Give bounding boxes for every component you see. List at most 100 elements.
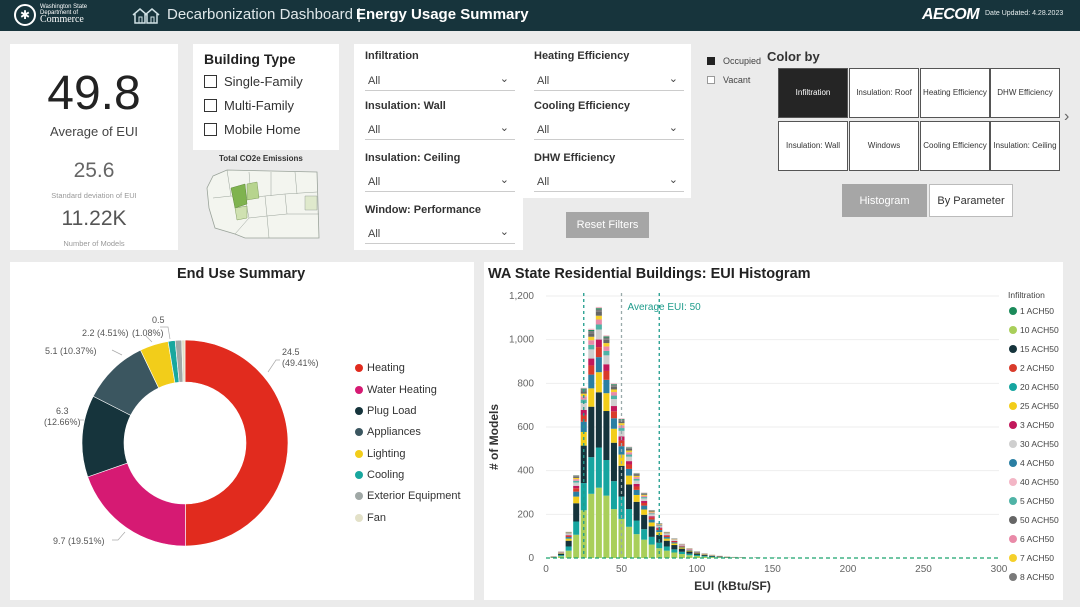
legend-item-fan[interactable]: Fan (355, 512, 386, 524)
histogram-legend-item[interactable]: 5 ACH50 (1009, 496, 1054, 506)
histogram-legend-item[interactable]: 10 ACH50 (1009, 325, 1059, 335)
bar-segment (626, 509, 633, 527)
histogram-bar[interactable] (648, 509, 655, 558)
filter-select-window-performance[interactable]: All ⌄ (365, 222, 515, 244)
bar-segment (588, 374, 595, 389)
y-tick-label: 600 (517, 422, 534, 433)
checkbox-mobile-home[interactable]: Mobile Home (204, 121, 339, 137)
histogram-bar[interactable] (693, 551, 701, 558)
histogram-legend-item[interactable]: 25 ACH50 (1009, 401, 1059, 411)
histogram-legend-item[interactable]: 8 ACH50 (1009, 572, 1054, 582)
histogram-bar[interactable] (565, 531, 572, 558)
bar-segment (633, 520, 640, 535)
bar-segment (633, 489, 640, 495)
histogram-legend-item[interactable]: 30 ACH50 (1009, 439, 1059, 449)
color-by-heating-efficiency-button[interactable]: Heating Efficiency (920, 68, 990, 118)
legend-item-plug-load[interactable]: Plug Load (355, 405, 417, 417)
filter-select-heating-efficiency[interactable]: All ⌄ (534, 69, 684, 91)
histogram-bar[interactable] (716, 555, 723, 558)
bar-segment (558, 553, 565, 554)
histogram-legend-item[interactable]: 3 ACH50 (1009, 420, 1054, 430)
bar-segment (580, 387, 587, 389)
bar-segment (573, 521, 580, 535)
histogram-bar[interactable] (724, 556, 731, 558)
filter-select-dhw-efficiency[interactable]: All ⌄ (534, 170, 684, 192)
histogram-bar[interactable] (633, 472, 640, 558)
checkbox-single-family[interactable]: Single-Family (204, 73, 339, 89)
color-by-windows-button[interactable]: Windows (849, 121, 919, 171)
legend-item-exterior-equipment[interactable]: Exterior Equipment (355, 490, 461, 502)
filter-select-insulation-ceiling[interactable]: All ⌄ (365, 170, 515, 192)
legend-item-water-heating[interactable]: Water Heating (355, 384, 437, 396)
histogram-legend-item[interactable]: 40 ACH50 (1009, 477, 1059, 487)
checkbox-box[interactable] (204, 74, 217, 88)
bar-segment (588, 388, 595, 407)
reset-filters-button[interactable]: Reset Filters (566, 212, 649, 238)
histogram-bar[interactable] (641, 492, 648, 559)
legend-item-heating[interactable]: Heating (355, 362, 405, 374)
histogram-bar[interactable] (663, 531, 670, 558)
histogram-bar[interactable] (573, 475, 580, 558)
bar-segment (641, 501, 648, 503)
legend-label: Plug Load (367, 405, 417, 417)
color-by-insulation-roof-button[interactable]: Insulation: Roof (849, 68, 919, 118)
histogram-bar[interactable] (701, 553, 708, 558)
histogram-bar[interactable] (686, 548, 693, 558)
bar-segment (610, 509, 617, 558)
histogram-legend-item[interactable]: 20 ACH50 (1009, 382, 1059, 392)
bar-segment (648, 512, 655, 514)
checkbox-multi-family[interactable]: Multi-Family (204, 97, 339, 113)
legend-dot (1009, 535, 1017, 543)
histogram-bar[interactable] (709, 554, 716, 558)
histogram-legend-item[interactable]: 50 ACH50 (1009, 515, 1059, 525)
filter-select-cooling-efficiency[interactable]: All ⌄ (534, 118, 684, 140)
histogram-bar[interactable] (626, 446, 633, 558)
occupied-toggle[interactable]: Occupied (707, 56, 761, 66)
vacant-toggle[interactable]: Vacant (707, 75, 750, 85)
bar-segment (565, 535, 572, 538)
chevron-right-icon[interactable]: › (1064, 108, 1070, 125)
by-parameter-view-button[interactable]: By Parameter (929, 184, 1013, 217)
legend-item-lighting[interactable]: Lighting (355, 448, 406, 460)
washington-map[interactable] (205, 168, 323, 242)
histogram-bar[interactable] (588, 328, 595, 558)
histogram-legend-item[interactable]: 15 ACH50 (1009, 344, 1059, 354)
histogram-legend-item[interactable]: 7 ACH50 (1009, 553, 1054, 563)
bar-segment (565, 533, 572, 535)
bar-segment (573, 477, 580, 480)
checkbox-box[interactable] (204, 98, 217, 112)
color-by-insulation-wall-button[interactable]: Insulation: Wall (778, 121, 848, 171)
filter-select-infiltration[interactable]: All ⌄ (365, 69, 515, 91)
histogram-bar[interactable] (558, 551, 565, 558)
histogram-legend-item[interactable]: 1 ACH50 (1009, 306, 1054, 316)
color-by-insulation-ceiling-button[interactable]: Insulation: Ceiling (990, 121, 1060, 171)
histogram-legend-item[interactable]: 2 ACH50 (1009, 363, 1054, 373)
color-by-dhw-efficiency-button[interactable]: DHW Efficiency (990, 68, 1060, 118)
histogram-legend-item[interactable]: 4 ACH50 (1009, 458, 1054, 468)
donut-slice-heating[interactable] (184, 339, 289, 547)
histogram-bar[interactable] (595, 306, 602, 558)
bar-segment (641, 497, 648, 499)
filter-select-insulation-wall[interactable]: All ⌄ (365, 118, 515, 140)
color-by-cooling-efficiency-button[interactable]: Cooling Efficiency (920, 121, 990, 171)
bar-segment (626, 456, 633, 462)
color-by-title: Color by (767, 49, 820, 64)
checkbox-box[interactable] (204, 122, 217, 136)
color-by-infiltration-button[interactable]: Infiltration (778, 68, 848, 118)
histogram-legend-item[interactable]: 6 ACH50 (1009, 534, 1054, 544)
bar-segment (618, 428, 625, 431)
histogram-bar[interactable] (610, 383, 617, 558)
filter-label-heating-efficiency: Heating Efficiency (534, 50, 630, 62)
histogram-bar[interactable] (678, 543, 685, 558)
legend-item-appliances[interactable]: Appliances (355, 426, 421, 438)
bar-segment (633, 483, 640, 487)
donut-slice-fan[interactable] (181, 339, 186, 383)
histogram-bar[interactable] (671, 538, 678, 558)
legend-item-cooling[interactable]: Cooling (355, 469, 404, 481)
bar-segment (573, 534, 580, 558)
histogram-view-button[interactable]: Histogram (842, 184, 927, 217)
histogram-bar[interactable] (731, 556, 738, 558)
histogram-bar[interactable] (603, 335, 610, 558)
legend-label: 5 ACH50 (1020, 496, 1055, 506)
filter-value: All (368, 228, 381, 240)
